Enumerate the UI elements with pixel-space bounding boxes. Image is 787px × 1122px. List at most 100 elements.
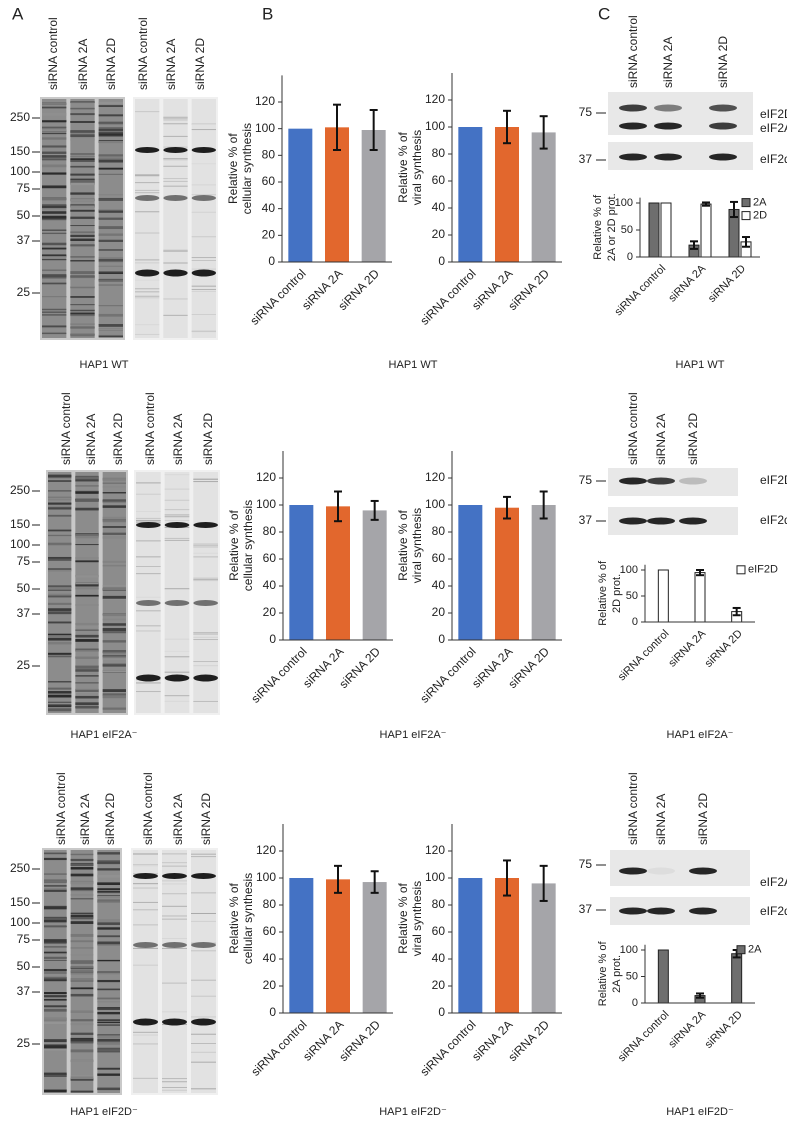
- mw-marker: 150: [10, 144, 30, 158]
- gel-band: [70, 286, 95, 289]
- y-axis-label: Relative % of: [396, 882, 410, 953]
- gel-band: [70, 134, 95, 138]
- gel-band: [42, 258, 67, 261]
- gel-band: [97, 944, 120, 946]
- gel-band: [70, 101, 95, 104]
- bar: [326, 879, 350, 1013]
- gel-caption: HAP1 eIF2D⁻: [70, 1106, 138, 1118]
- x-tick-label: siRNA control: [248, 1017, 309, 1078]
- gel-band: [75, 675, 99, 677]
- y-tick-label: 0: [269, 1005, 276, 1019]
- mw-marker: 100: [10, 537, 30, 551]
- blot-band: [647, 517, 675, 525]
- gel-band: [44, 1039, 67, 1043]
- gel-band: [163, 180, 188, 182]
- gel-band: [42, 155, 67, 158]
- gel-band: [98, 233, 123, 236]
- gel-band: [75, 706, 99, 708]
- gel-band: [97, 971, 120, 974]
- y-tick-label: 0: [438, 632, 445, 646]
- mw-marker: 250: [10, 861, 30, 875]
- gel-band: [102, 597, 126, 600]
- gel-band: [98, 101, 123, 105]
- gel-band: [191, 211, 216, 213]
- gel-band: [191, 313, 216, 315]
- gel-band: [102, 482, 126, 484]
- legend-label: 2D: [753, 210, 767, 222]
- y-tick-label: 80: [432, 524, 446, 538]
- gel-band: [75, 695, 99, 699]
- gel-band: [75, 535, 99, 539]
- gel-band: [42, 217, 67, 219]
- gel-band: [162, 1081, 187, 1083]
- gel-band: [162, 1086, 187, 1088]
- gel-band: [135, 232, 160, 234]
- gel-band: [102, 618, 126, 621]
- gel-band: [191, 147, 216, 153]
- gel-band: [44, 972, 67, 974]
- gel-band: [136, 625, 161, 627]
- gel-band: [135, 291, 160, 293]
- gel-band: [70, 1090, 94, 1093]
- band-label: eIF2A: [760, 121, 787, 135]
- gel-band: [163, 314, 188, 316]
- gel-band: [70, 954, 94, 956]
- gel-band: [97, 1011, 120, 1015]
- gel-band: [42, 102, 67, 105]
- gel-band: [98, 257, 123, 259]
- gel-band: [102, 658, 126, 660]
- gel-band: [70, 987, 94, 990]
- gel-band: [135, 324, 160, 326]
- gel-band: [164, 650, 190, 652]
- y-tick-label: 120: [425, 843, 445, 857]
- gel-band: [70, 960, 94, 964]
- bar: [362, 882, 387, 1013]
- gel-band: [164, 588, 190, 590]
- gel-band: [102, 526, 126, 528]
- gel-band: [164, 499, 190, 501]
- gel-band: [135, 232, 160, 234]
- gel-band: [193, 674, 219, 682]
- y-tick-label: 40: [263, 578, 277, 592]
- gel-band: [162, 1011, 187, 1013]
- gel-band: [44, 880, 67, 883]
- gel-band: [70, 275, 95, 278]
- gel-band: [70, 1010, 94, 1013]
- blot-band: [654, 153, 682, 161]
- gel-band: [135, 269, 160, 277]
- blot-band: [689, 867, 717, 875]
- gel-band: [44, 978, 67, 981]
- lane-label: siRNA 2D: [193, 38, 207, 90]
- mw-marker: 100: [10, 164, 30, 178]
- gel-band: [162, 873, 187, 879]
- lane-label: siRNA control: [626, 772, 640, 845]
- gel-band: [75, 634, 99, 638]
- y-tick-label: 20: [263, 978, 277, 992]
- gel-band: [70, 245, 95, 247]
- gel-band: [44, 957, 67, 959]
- gel-band: [70, 933, 94, 937]
- gel-band: [42, 274, 67, 278]
- gel-band: [42, 242, 67, 246]
- gel-band: [136, 556, 161, 558]
- gel-band: [136, 482, 161, 484]
- gel-band: [135, 211, 160, 213]
- gel-band: [70, 921, 94, 924]
- gel-band: [70, 312, 95, 315]
- mw-marker: 37: [579, 152, 593, 166]
- gel-band: [162, 942, 187, 948]
- gel-band: [191, 942, 216, 948]
- gel-band: [44, 917, 67, 920]
- gel-band: [162, 915, 187, 917]
- gel-band: [70, 1040, 94, 1044]
- gel-band: [162, 883, 187, 885]
- gel-band: [98, 335, 123, 337]
- mw-marker: 75: [579, 857, 593, 871]
- y-tick-label: 50: [621, 224, 633, 236]
- gel-band: [44, 976, 67, 979]
- gel-band: [42, 137, 67, 140]
- gel-band: [44, 1074, 67, 1077]
- lane-label: siRNA 2A: [78, 794, 92, 845]
- gel-band: [102, 655, 126, 658]
